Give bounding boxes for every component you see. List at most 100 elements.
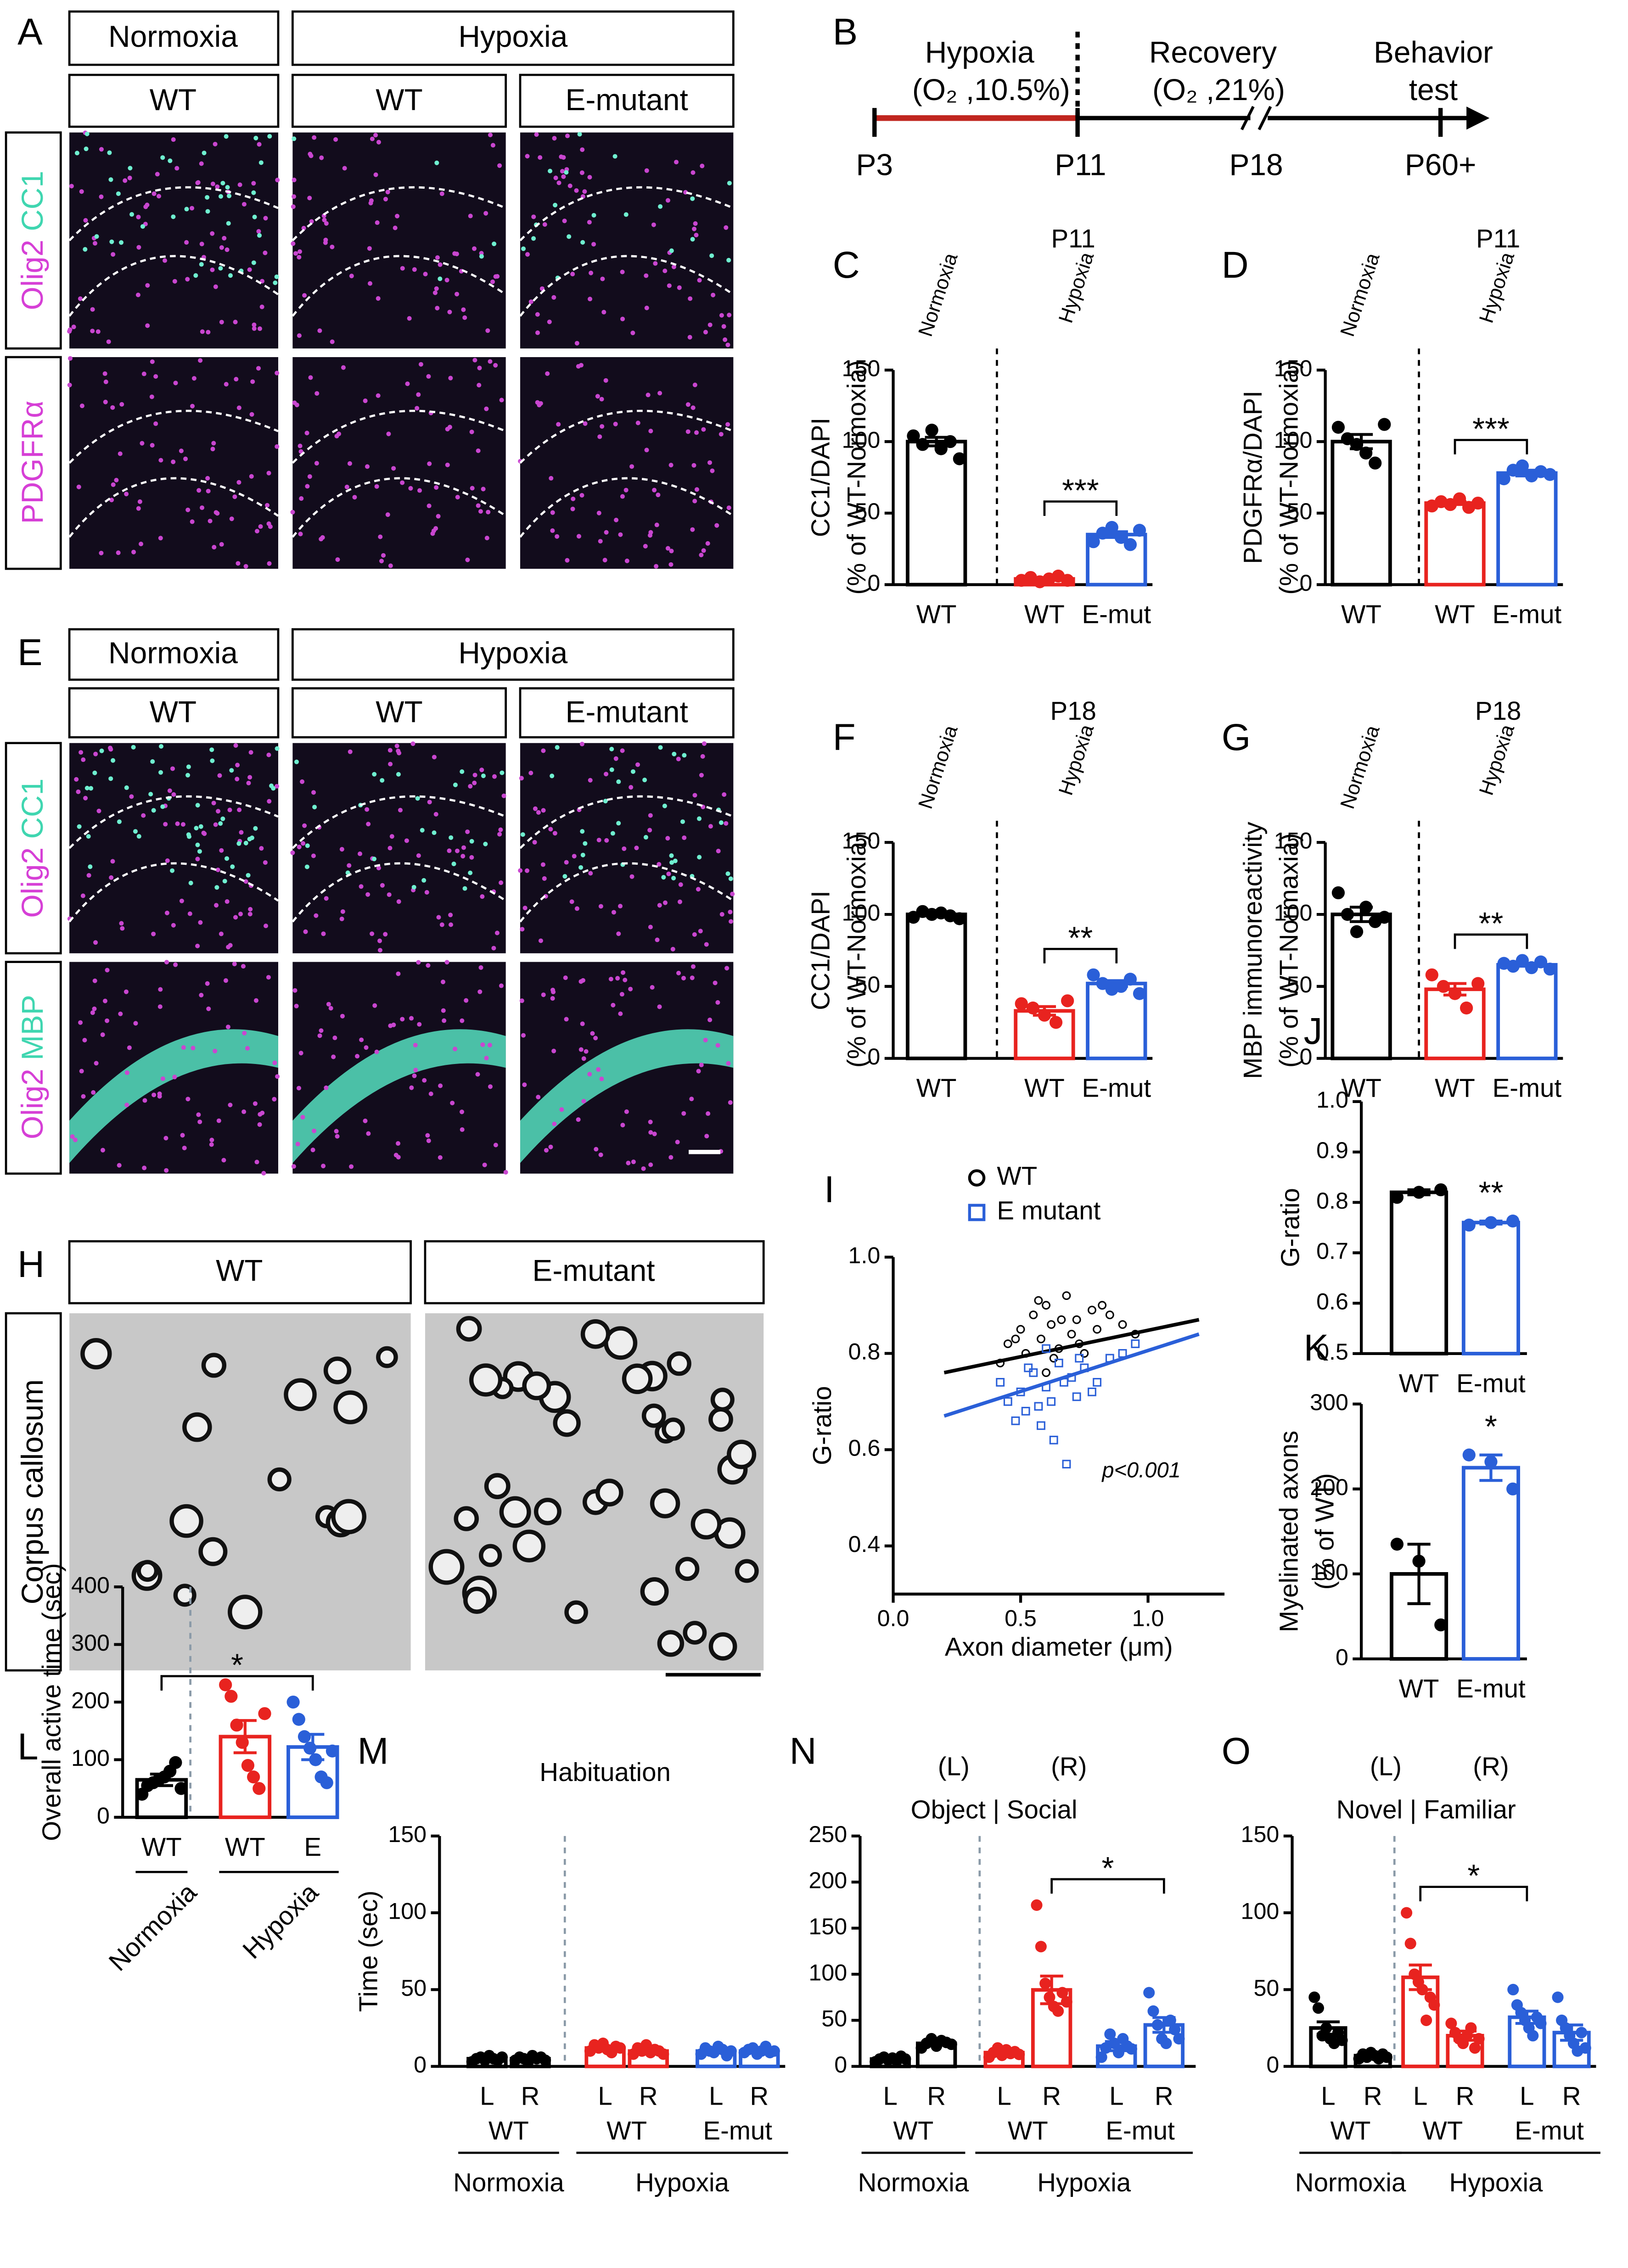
cell: [692, 498, 697, 504]
data-point: [1093, 1378, 1101, 1387]
cell: [152, 1092, 157, 1098]
cell: [222, 879, 227, 884]
cell: [540, 862, 545, 867]
error-bar: [1515, 2010, 1538, 2025]
data-point: [657, 2048, 669, 2060]
axon: [182, 1412, 212, 1442]
cell: [583, 421, 588, 426]
cell: [118, 240, 124, 245]
cell: [103, 379, 108, 384]
cell: [348, 749, 353, 754]
y-tick-label: 100: [388, 1898, 427, 1924]
cell: [547, 319, 552, 325]
panel-letter: G: [1222, 717, 1251, 758]
cell: [728, 919, 734, 924]
cell: [83, 795, 88, 801]
cell: [225, 899, 230, 904]
cell: [308, 375, 313, 380]
cell: [593, 1036, 598, 1041]
x-tick-label: E-mut: [1493, 600, 1562, 629]
cell: [479, 767, 484, 773]
cell: [205, 209, 210, 214]
y-axis-label: (% of WT): [1310, 1473, 1339, 1590]
cell: [580, 829, 585, 834]
cell: [145, 283, 150, 288]
cell: [389, 834, 394, 839]
data-point: [1037, 1334, 1045, 1344]
cell: [372, 772, 377, 777]
cell: [243, 840, 248, 846]
cell: [565, 558, 570, 563]
cell: [251, 190, 256, 195]
cell: [600, 276, 605, 281]
cell: [339, 847, 344, 852]
data-point: [907, 911, 920, 924]
cell: [171, 792, 176, 797]
cell: [229, 516, 234, 521]
cell: [387, 892, 392, 897]
cell: [224, 134, 229, 139]
y-axis-label: CC1/DAPI: [806, 890, 835, 1010]
axon: [456, 1316, 482, 1342]
y-axis-label: G-ratio: [1275, 1188, 1304, 1267]
cell: [314, 391, 320, 396]
cell: [76, 789, 81, 794]
cell: [247, 837, 252, 842]
axon: [333, 1390, 368, 1424]
cell: [236, 405, 241, 410]
cell: [78, 1020, 83, 1025]
cell: [344, 484, 349, 489]
cell: [548, 1144, 553, 1149]
cell: [376, 296, 381, 301]
axon: [595, 1478, 623, 1507]
cell: [242, 1030, 247, 1036]
cell: [574, 906, 579, 911]
mbp-band: [69, 1029, 278, 1163]
cell: [690, 527, 695, 532]
cell: [623, 487, 629, 493]
x-tick-label: L: [480, 2082, 494, 2111]
cell: [426, 374, 431, 379]
cell: [690, 237, 695, 242]
cell: [725, 871, 730, 876]
error-bar: [594, 2045, 617, 2051]
x-tick-label: L: [1413, 2082, 1427, 2111]
error-bar: [1443, 982, 1467, 997]
error-bar: [1040, 1974, 1063, 2005]
cell: [96, 808, 101, 813]
cell: [225, 856, 230, 861]
cell: [669, 853, 674, 858]
y-tick-label: 150: [388, 1821, 427, 1847]
cell: [195, 857, 200, 862]
cell: [461, 307, 466, 312]
cell: [226, 221, 231, 226]
cell: [383, 196, 388, 202]
cell: [648, 813, 653, 818]
cell: [408, 486, 413, 491]
cell: [275, 444, 280, 449]
cell: [193, 273, 198, 278]
cell: [395, 213, 400, 218]
cell: [552, 831, 557, 836]
cell: [724, 225, 729, 230]
cell: [241, 1109, 247, 1114]
cell: [417, 1022, 422, 1027]
cell: [528, 770, 533, 776]
cell: [497, 163, 502, 168]
group-label: E-mut: [1515, 2116, 1584, 2145]
cell: [438, 276, 443, 281]
axon: [735, 1559, 759, 1583]
cell: [521, 1033, 526, 1038]
condition-label: Hypoxia: [1037, 2168, 1131, 2197]
cell: [521, 246, 526, 251]
cell: [394, 744, 399, 749]
data-point: [539, 2054, 551, 2066]
significance: *: [1102, 1850, 1114, 1886]
data-point: [1011, 1334, 1020, 1344]
cell: [73, 1137, 78, 1142]
cell: [604, 838, 609, 843]
cell: [598, 539, 603, 544]
cell: [196, 488, 202, 493]
cell: [214, 903, 219, 908]
cell: [237, 182, 242, 187]
